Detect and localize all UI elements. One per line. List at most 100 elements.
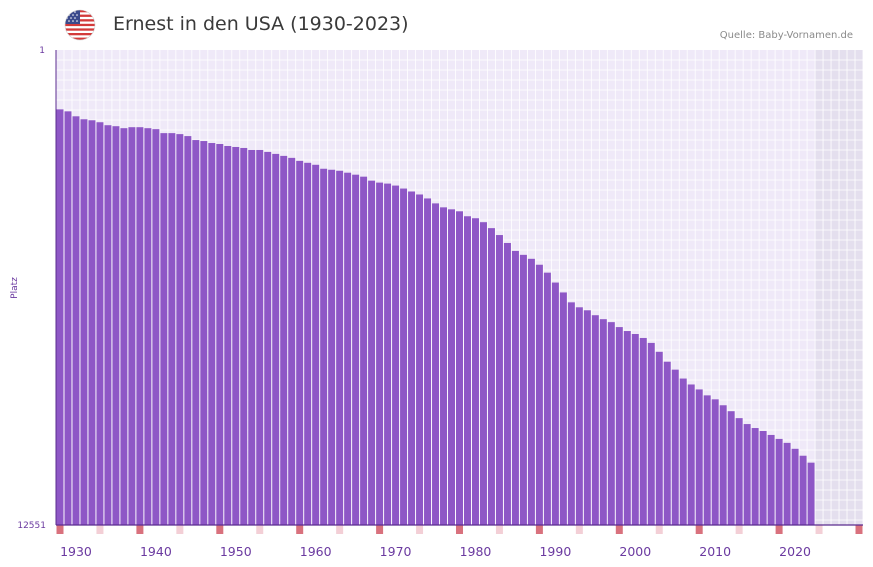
x-tick-label: 2000 <box>619 544 651 559</box>
bar <box>128 127 136 525</box>
bar <box>360 176 368 525</box>
bar <box>160 133 168 525</box>
bar <box>200 141 208 525</box>
bar <box>288 157 296 526</box>
bar <box>695 389 703 525</box>
bar <box>711 399 719 525</box>
bar <box>264 151 272 526</box>
y-tick-label-bottom: 12551 <box>17 521 46 531</box>
bar <box>799 455 807 525</box>
decade-marker <box>615 525 623 534</box>
bar <box>440 207 448 525</box>
bar <box>96 122 104 525</box>
bar <box>663 361 671 525</box>
x-tick-label: 1990 <box>539 544 571 559</box>
decade-marker <box>376 525 384 534</box>
bar <box>639 337 647 525</box>
bar <box>384 183 392 525</box>
bar <box>463 216 471 525</box>
decade-marker <box>216 525 224 534</box>
bar <box>527 258 535 525</box>
bar <box>432 203 440 525</box>
half-decade-marker <box>495 525 503 534</box>
bar <box>424 198 432 525</box>
bar <box>559 292 567 525</box>
bar <box>304 162 312 525</box>
bar <box>280 155 288 525</box>
bar <box>408 191 416 525</box>
half-decade-marker <box>735 525 743 534</box>
bar <box>184 136 192 525</box>
bar <box>623 331 631 525</box>
bar <box>503 242 511 525</box>
x-tick-label: 1980 <box>460 544 492 559</box>
decade-marker <box>855 525 863 534</box>
bar <box>208 143 216 526</box>
half-decade-marker <box>815 525 823 534</box>
bar <box>272 153 280 525</box>
bar <box>456 211 463 526</box>
bar <box>759 430 767 525</box>
bar <box>679 378 687 525</box>
bar <box>719 405 727 525</box>
bar <box>376 182 384 525</box>
bar <box>535 264 543 525</box>
bar <box>144 128 152 526</box>
half-decade-marker <box>655 525 663 534</box>
x-tick-label: 1930 <box>60 544 92 559</box>
bar <box>240 147 248 525</box>
bar <box>575 307 583 525</box>
bar <box>631 334 639 525</box>
bar <box>216 144 224 525</box>
source-credit: Quelle: Baby-Vornamen.de <box>719 30 853 41</box>
bar <box>136 127 144 525</box>
decade-marker <box>296 525 304 534</box>
decade-marker <box>775 525 783 534</box>
bar <box>336 170 344 525</box>
half-decade-marker <box>96 525 104 534</box>
x-tick-label: 1940 <box>140 544 172 559</box>
bar <box>567 302 575 525</box>
bar <box>519 254 527 525</box>
half-decade-marker <box>176 525 184 534</box>
decade-markers <box>56 525 863 534</box>
decade-marker <box>535 525 543 534</box>
bar <box>416 194 424 525</box>
bar <box>104 125 112 525</box>
bar <box>471 218 479 525</box>
bars <box>56 109 815 526</box>
x-tick-labels: 1930 1940 1950 1960 1970 1980 1990 2000 2010 2020 <box>60 544 811 559</box>
bar <box>448 209 456 525</box>
bar <box>56 109 64 525</box>
bar <box>192 140 200 526</box>
bar <box>248 149 256 525</box>
bar <box>88 120 96 526</box>
bar <box>735 418 743 525</box>
bar <box>647 342 655 525</box>
bar <box>743 424 751 525</box>
bar <box>599 319 607 525</box>
bar <box>783 442 791 525</box>
bar <box>583 310 591 525</box>
half-decade-marker <box>416 525 424 534</box>
usa-flag-icon <box>64 9 96 41</box>
decade-marker <box>695 525 703 534</box>
x-tick-label: 2010 <box>699 544 731 559</box>
decade-marker <box>56 525 64 534</box>
bar <box>312 164 320 525</box>
bar <box>751 428 759 525</box>
bar <box>671 369 679 525</box>
bar <box>775 438 783 525</box>
x-tick-label: 1950 <box>220 544 252 559</box>
bar <box>655 351 663 525</box>
bar <box>495 235 503 526</box>
x-tick-label: 1970 <box>380 544 412 559</box>
bar <box>615 327 623 525</box>
bar <box>328 169 336 526</box>
bar <box>727 411 735 525</box>
bar <box>551 282 559 525</box>
decade-marker <box>456 525 463 534</box>
bar <box>232 146 240 525</box>
half-decade-marker <box>575 525 583 534</box>
bar <box>256 149 264 525</box>
